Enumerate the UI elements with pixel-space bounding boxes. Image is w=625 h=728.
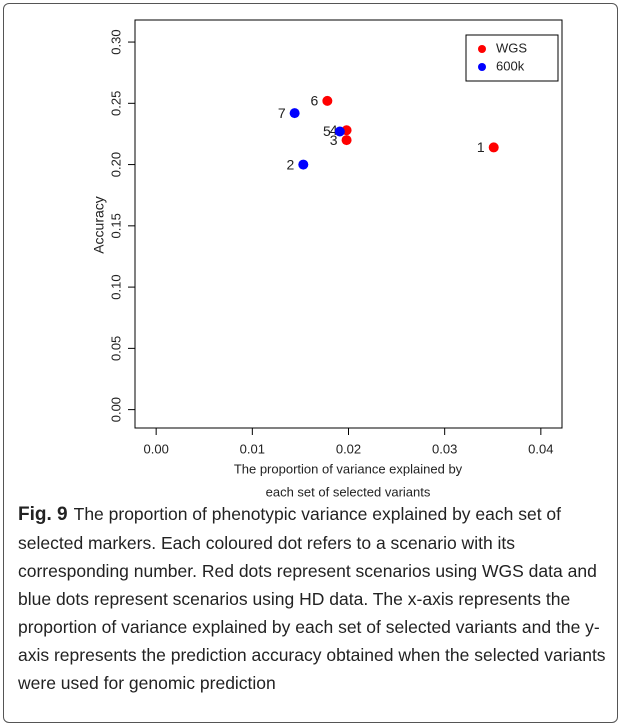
y-tick-label: 0.30 xyxy=(108,29,123,54)
y-tick-label: 0.15 xyxy=(108,213,123,238)
point xyxy=(488,142,499,153)
caption-text: The proportion of phenotypic variance ex… xyxy=(18,504,606,693)
caption-label: Fig. 9 xyxy=(18,504,68,525)
point-label: 3 xyxy=(330,132,338,148)
point-label: 2 xyxy=(287,156,295,172)
legend-label: WGS xyxy=(496,40,527,55)
legend-marker xyxy=(478,45,486,53)
figure-frame xyxy=(3,3,618,723)
point-label: 5 xyxy=(323,123,331,139)
x-axis-label: The proportion of variance explained by xyxy=(234,461,463,476)
point xyxy=(341,135,352,146)
point xyxy=(289,108,300,119)
legend-marker xyxy=(478,63,486,71)
point xyxy=(298,159,309,170)
y-tick-label: 0.00 xyxy=(108,397,123,422)
point-label: 6 xyxy=(311,93,319,109)
y-tick-label: 0.25 xyxy=(108,91,123,116)
caption: Fig. 9 The proportion of phenotypic varia… xyxy=(18,500,608,697)
point xyxy=(322,95,333,106)
legend-box xyxy=(465,34,559,82)
y-tick-label: 0.05 xyxy=(108,336,123,361)
point-label: 7 xyxy=(278,105,286,121)
x-tick-label: 0.00 xyxy=(144,441,169,456)
y-axis-label: Accuracy xyxy=(91,196,107,254)
chart: Accuracy The proportion of variance expl… xyxy=(91,19,563,499)
point xyxy=(334,126,345,137)
y-tick-label: 0.20 xyxy=(108,152,123,177)
legend-label: 600k xyxy=(496,58,525,73)
x-tick-label: 0.01 xyxy=(240,441,265,456)
x-tick-label: 0.02 xyxy=(336,441,361,456)
y-tick-label: 0.10 xyxy=(108,274,123,299)
x-tick-label: 0.03 xyxy=(432,441,457,456)
point-label: 1 xyxy=(477,139,485,155)
x-tick-label: 0.04 xyxy=(528,441,553,456)
x-axis-label: each set of selected variants xyxy=(266,484,431,499)
point-label: 4 xyxy=(330,122,338,138)
